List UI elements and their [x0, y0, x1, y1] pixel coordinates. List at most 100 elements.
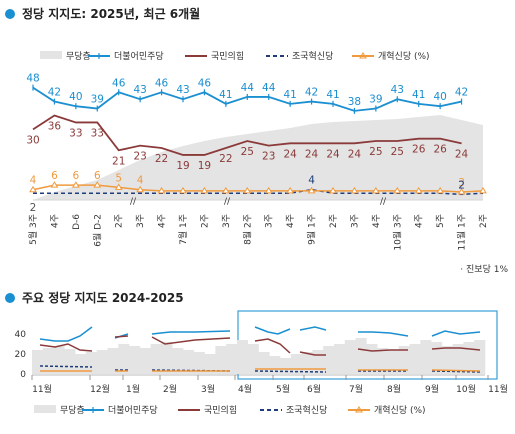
chart1-xtick-18: 4주: [414, 214, 425, 228]
chart2-dp-seg-0: [39, 326, 93, 342]
chart1-point-reform-9: [221, 186, 230, 194]
chart2-dp-seg-4: [299, 326, 327, 331]
chart1-label-ppp-7: 19: [176, 160, 189, 172]
chart1-point-reform-10: [243, 186, 252, 194]
chart2-unaffiliated-bar-16: [204, 354, 216, 374]
footnote: · 진보당 1%: [460, 264, 508, 275]
chart2-unaffiliated-bar-24: [290, 354, 302, 374]
legend1-label-unaff: 무당층: [66, 51, 91, 62]
chart1-label-dp-15: 38: [348, 96, 361, 108]
chart1-extra-label: 2: [30, 202, 37, 214]
chart2-unaffiliated-bar-11: [150, 344, 162, 374]
chart2-unaffiliated-bar-29: [344, 340, 356, 374]
chart1-point-reform-14: [329, 186, 337, 194]
chart1-label-dp-19: 40: [433, 91, 446, 103]
chart1-label-dp-2: 40: [69, 91, 82, 103]
chart1-line-reform: [32, 184, 484, 193]
chart1-point-reform-5: [136, 185, 145, 193]
chart1-xtick-14: 2주: [328, 214, 339, 228]
chart2-unaffiliated-bar-32: [377, 348, 389, 374]
chart2-unaffiliated-bar-36: [420, 340, 432, 374]
legend2-marker-reform: [355, 406, 363, 413]
chart2-unaffiliated-bar-20: [247, 344, 259, 374]
chart2-ppp-seg-5: [357, 348, 408, 352]
chart2-ppp-seg-0: [39, 343, 93, 352]
chart2-unaffiliated-bar-1: [42, 348, 54, 374]
chart1-xtick-9: 3주: [221, 214, 232, 228]
chart2-unaffiliated-bar-41: [474, 340, 486, 374]
chart2-xtick-8: 7월: [349, 383, 363, 395]
chart1-point-reform-1: [50, 181, 59, 188]
chart2-ytick-0: 0: [20, 370, 26, 380]
legend1-marker-reform: [359, 52, 367, 59]
chart2-xtick-12: 11월: [488, 383, 508, 395]
chart1-xtick-12: 4주: [285, 214, 296, 228]
chart1-label-dp-14: 41: [326, 89, 339, 101]
chart1-label-dp-7: 43: [176, 84, 189, 96]
chart1-label-ppp-18: 26: [412, 144, 426, 156]
chart1-xtick-7: 7월 1주: [177, 214, 189, 245]
chart1-label-dp-4: 46: [112, 77, 126, 89]
chart2-xtick-0: 11월: [32, 383, 52, 395]
chart1-point-reform-11: [264, 186, 273, 194]
chart1-label-dp-0: 48: [26, 73, 39, 85]
chart1-xtick-8: 2주: [199, 214, 210, 228]
chart1-label-dp-17: 43: [391, 84, 404, 96]
chart1-label-dp-9: 41: [219, 89, 232, 101]
chart1-point-reform-13: [307, 186, 316, 194]
chart2-unaffiliated-bar-14: [183, 350, 195, 374]
chart1-unaffiliated-area: [33, 115, 483, 200]
title-bullet-2: [5, 293, 15, 303]
chart2-rebuild-seg-0: [39, 365, 93, 368]
chart1-label-ppp-16: 25: [369, 146, 382, 158]
chart1-xtick-1: 4주: [49, 214, 60, 228]
chart1-xtick-11: 3주: [264, 214, 275, 228]
chart2-xtick-7: 6월: [307, 383, 321, 395]
chart1-line-rebuild: [33, 188, 484, 196]
chart2-unaffiliated-bar-33: [387, 350, 400, 374]
chart1-point-reform-0: [29, 185, 37, 193]
chart1-point-reform-21: [479, 186, 487, 194]
chart2-ppp-seg-3: [254, 338, 291, 354]
chart2-unaffiliated-bar-0: [32, 350, 44, 374]
chart2-unaffiliated-bar-15: [193, 352, 205, 374]
chart2-unaffiliated-bar-39: [452, 344, 464, 374]
chart1-xtick-17: 10월 3주: [391, 214, 403, 251]
chart2-unaffiliated-bar-25: [301, 352, 313, 374]
chart2-ppp-seg-1: [114, 335, 129, 338]
chart1-label-ppp-6: 22: [155, 153, 168, 165]
chart2-unaffiliated-bar-22: [269, 356, 281, 374]
chart1-label-ppp-15: 24: [348, 148, 362, 160]
chart2-unaffiliated-bar-5: [85, 352, 98, 374]
chart2-unaffiliated-bar-37: [431, 342, 443, 374]
chart1-label-reform-2: 6: [73, 170, 80, 182]
chart2-unaffiliated-bar-18: [226, 344, 238, 374]
chart1-label-ppp-14: 24: [326, 148, 340, 160]
chart2-unaffiliated-bar-31: [366, 344, 378, 374]
chart1-label-ppp-19: 26: [433, 144, 447, 156]
chart2-unaffiliated-bar-3: [64, 349, 76, 374]
chart2-unaffiliated-bar-38: [441, 346, 453, 374]
chart1-legend: 무당층 더불어민주당 국민의힘 조국혁신당 개혁신당 (%): [40, 51, 430, 62]
chart1-label-dp-13: 42: [305, 87, 318, 99]
chart2-unaffiliated-bar-2: [53, 346, 65, 374]
chart2-unaffiliated-bar-12: [161, 342, 173, 374]
chart1-point-reform-8: [200, 186, 209, 194]
chart1-xtick-13: 9월 1주: [306, 214, 318, 245]
chart1-label-ppp-8: 19: [198, 160, 211, 172]
title-bullet-1: [5, 9, 15, 19]
chart1-xtick-2: D-6: [72, 214, 82, 230]
chart2-xtick-2: 1월: [126, 383, 140, 395]
chart1-point-reform-4: [114, 183, 123, 190]
chart2-unaffiliated-bar-4: [75, 354, 87, 374]
chart1-label-dp-1: 42: [48, 87, 61, 99]
chart2-xtick-10: 9월: [425, 383, 439, 395]
legend1-label-dp: 더불어민주당: [114, 51, 164, 62]
chart1-label-dp-12: 41: [283, 89, 296, 101]
chart2-reform-seg-5: [431, 369, 481, 372]
chart1-label-rebuild-20: 2: [458, 179, 465, 191]
chart1-label-reform-3: 6: [94, 170, 101, 182]
chart1-label-dp-16: 39: [369, 94, 382, 106]
